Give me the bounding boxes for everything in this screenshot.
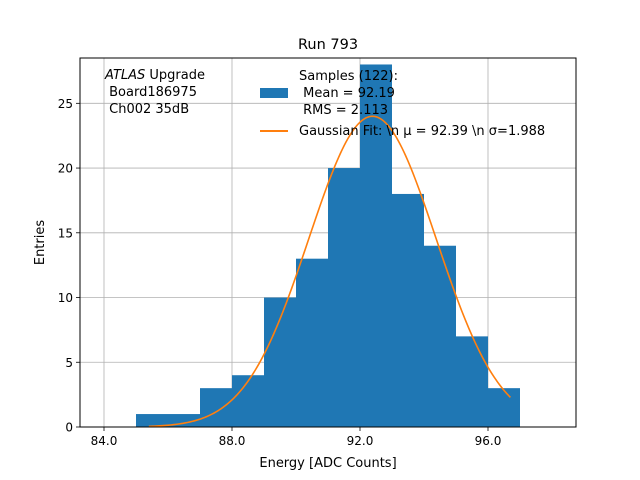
x-tick-label: 84.0 (91, 434, 118, 448)
annotation-line-3: Ch002 35dB (105, 102, 189, 117)
y-tick-label: 15 (58, 226, 73, 240)
x-tick-label: 92.0 (347, 434, 374, 448)
legend: Samples (122): Mean = 92.19 RMS = 2.113 … (260, 69, 545, 139)
annotation-upgrade: Upgrade (145, 68, 205, 83)
fit-layer (148, 115, 511, 428)
legend-samples-line-1: Samples (122): (299, 69, 398, 84)
histogram-bar (296, 258, 328, 427)
histogram-bar (200, 388, 232, 427)
legend-samples-line-3: RMS = 2.113 (299, 103, 388, 118)
annotation-atlas: ATLAS (104, 68, 145, 83)
histogram-bar (456, 336, 488, 427)
chart-title: Run 793 (298, 37, 358, 53)
annotation-line-2: Board186975 (105, 85, 197, 100)
legend-samples-line-2: Mean = 92.19 (299, 86, 395, 101)
legend-fit-label: Gaussian Fit: \n μ = 92.39 \n σ=1.988 (299, 124, 545, 139)
atlas-annotation: ATLAS Upgrade Board186975 Ch002 35dB (104, 68, 205, 117)
gaussian-fit-curve (148, 115, 511, 428)
y-tick-label: 0 (65, 421, 73, 435)
y-tick-label: 20 (58, 162, 73, 176)
plot-frame (79, 57, 577, 428)
x-axis-label: Energy [ADC Counts] (259, 456, 396, 471)
histogram-bar (424, 245, 456, 427)
y-tick-label: 5 (65, 356, 73, 370)
histogram-bar (488, 388, 520, 427)
y-tick-label: 10 (58, 291, 73, 305)
legend-histogram-swatch (260, 88, 288, 98)
axis-ticks: 84.0 88.0 92.0 96.0 0 5 10 15 20 25 (58, 97, 502, 448)
histogram-bar (328, 168, 360, 428)
x-tick-label: 96.0 (475, 434, 502, 448)
x-tick-label: 88.0 (219, 434, 246, 448)
y-axis-label: Entries (33, 220, 48, 266)
y-tick-label: 25 (58, 97, 73, 111)
annotation-line-1: ATLAS Upgrade (104, 68, 205, 83)
histogram-bar (392, 193, 424, 427)
histogram-bar (232, 375, 264, 427)
